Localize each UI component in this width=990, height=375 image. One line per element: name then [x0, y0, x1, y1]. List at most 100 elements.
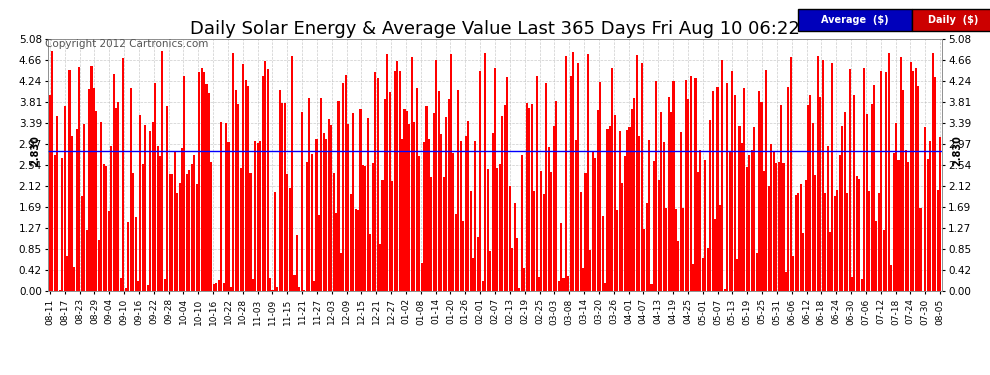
Bar: [95, 111, 97, 291]
Text: 2.830: 2.830: [31, 135, 41, 166]
Bar: [616, 210, 619, 291]
Text: Average  ($): Average ($): [821, 15, 889, 25]
Bar: [123, 57, 125, 291]
Bar: [293, 275, 296, 291]
Bar: [183, 76, 185, 291]
Bar: [719, 205, 721, 291]
Bar: [677, 241, 679, 291]
Bar: [526, 103, 528, 291]
Bar: [665, 209, 667, 291]
Bar: [151, 122, 153, 291]
Bar: [100, 122, 102, 291]
Bar: [159, 156, 161, 291]
Bar: [198, 72, 200, 291]
Bar: [83, 124, 85, 291]
Bar: [386, 54, 388, 291]
Bar: [457, 90, 459, 291]
Bar: [842, 126, 843, 291]
Bar: [758, 91, 760, 291]
Bar: [570, 76, 572, 291]
Bar: [113, 74, 115, 291]
Bar: [572, 52, 574, 291]
Bar: [807, 105, 809, 291]
Bar: [166, 106, 168, 291]
Bar: [680, 132, 682, 291]
Bar: [441, 134, 443, 291]
Bar: [404, 110, 406, 291]
Bar: [843, 112, 845, 291]
Bar: [233, 53, 235, 291]
Bar: [181, 148, 183, 291]
Bar: [330, 125, 333, 291]
Bar: [935, 77, 937, 291]
Bar: [413, 122, 416, 291]
Bar: [61, 158, 63, 291]
Bar: [127, 222, 130, 291]
Bar: [657, 180, 660, 291]
Bar: [755, 254, 757, 291]
Bar: [193, 155, 195, 291]
Bar: [284, 104, 286, 291]
Bar: [426, 106, 428, 291]
Bar: [863, 68, 865, 291]
Bar: [409, 124, 411, 291]
Bar: [662, 142, 664, 291]
Bar: [597, 110, 599, 291]
Bar: [71, 136, 73, 291]
Bar: [853, 95, 855, 291]
Bar: [276, 287, 278, 291]
Bar: [423, 142, 425, 291]
Bar: [433, 113, 435, 291]
Bar: [736, 259, 739, 291]
Bar: [939, 137, 941, 291]
Bar: [858, 179, 860, 291]
Bar: [626, 130, 628, 291]
Bar: [557, 280, 559, 291]
Bar: [168, 174, 171, 291]
Bar: [790, 57, 792, 291]
Bar: [115, 108, 117, 291]
Bar: [374, 72, 376, 291]
Bar: [709, 120, 711, 291]
Bar: [702, 258, 704, 291]
Bar: [186, 174, 188, 291]
Bar: [925, 127, 927, 291]
Bar: [920, 208, 922, 291]
Bar: [88, 88, 90, 291]
Bar: [870, 104, 872, 291]
Bar: [519, 288, 521, 291]
Bar: [245, 80, 247, 291]
Bar: [296, 235, 298, 291]
Bar: [631, 110, 633, 291]
Bar: [178, 183, 180, 291]
Bar: [311, 154, 313, 291]
Bar: [732, 70, 734, 291]
Bar: [418, 156, 420, 291]
Bar: [587, 54, 589, 291]
Bar: [135, 217, 137, 291]
Bar: [722, 60, 724, 291]
Bar: [511, 249, 513, 291]
Bar: [66, 256, 68, 291]
Bar: [501, 116, 503, 291]
Bar: [685, 80, 687, 291]
Bar: [729, 151, 731, 291]
Bar: [132, 172, 134, 291]
Bar: [254, 141, 256, 291]
Bar: [555, 101, 557, 291]
Bar: [579, 192, 581, 291]
Bar: [421, 263, 423, 291]
Bar: [880, 71, 882, 291]
Bar: [462, 221, 464, 291]
Bar: [865, 114, 867, 291]
Bar: [491, 134, 494, 291]
Bar: [438, 91, 440, 291]
Bar: [930, 141, 932, 291]
Bar: [436, 60, 438, 291]
Bar: [90, 66, 93, 291]
Bar: [93, 88, 95, 291]
Bar: [902, 90, 905, 291]
Bar: [819, 97, 822, 291]
Bar: [125, 288, 127, 291]
Bar: [269, 278, 271, 291]
